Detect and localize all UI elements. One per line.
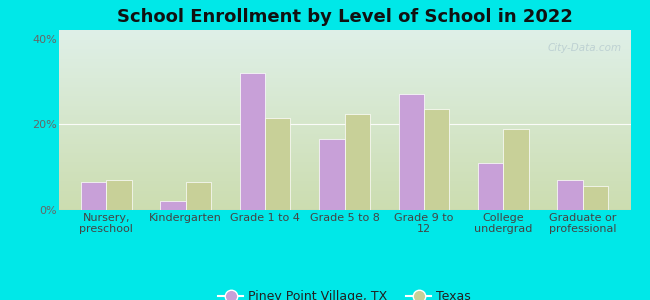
- Bar: [81, 182, 106, 210]
- Title: School Enrollment by Level of School in 2022: School Enrollment by Level of School in …: [116, 8, 573, 26]
- Text: City-Data.com: City-Data.com: [548, 43, 622, 52]
- Bar: [106, 180, 131, 210]
- Bar: [583, 186, 608, 210]
- Bar: [344, 114, 370, 210]
- Bar: [265, 118, 291, 210]
- Legend: Piney Point Village, TX, Texas: Piney Point Village, TX, Texas: [213, 285, 476, 300]
- Bar: [398, 94, 424, 210]
- Bar: [478, 163, 503, 210]
- Bar: [240, 73, 265, 210]
- Bar: [186, 182, 211, 210]
- Bar: [503, 129, 529, 210]
- Bar: [558, 180, 583, 210]
- Bar: [319, 139, 344, 210]
- Bar: [160, 201, 186, 210]
- Bar: [424, 109, 449, 210]
